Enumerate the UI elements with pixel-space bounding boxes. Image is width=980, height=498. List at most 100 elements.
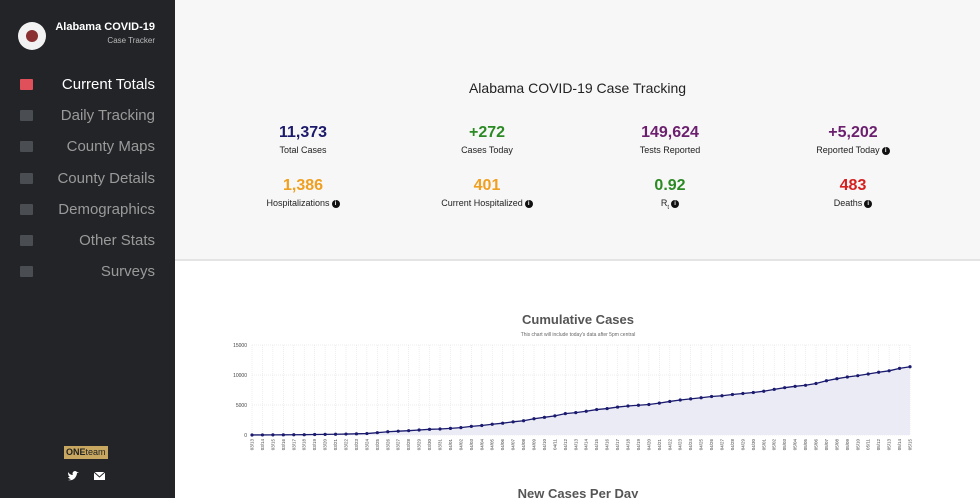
x-tick-label: 04/10 [542, 439, 547, 451]
stat-label: Tests Reported [639, 145, 701, 155]
point [417, 428, 421, 432]
nav-icon-shape [20, 110, 33, 122]
point [772, 387, 776, 391]
x-tick-label: 03/23 [354, 439, 359, 451]
x-tick-label: 03/19 [312, 439, 317, 451]
stat-value: 149,624 [641, 124, 699, 141]
x-tick-label: 04/19 [636, 439, 641, 451]
x-tick-label: 04/02 [458, 439, 463, 451]
stat-label: Hospitalizations [266, 198, 330, 208]
nav-item[interactable]: Current Totals [0, 70, 175, 101]
x-tick-label: 03/29 [417, 439, 422, 451]
nav-icon [20, 79, 33, 90]
x-tick-label: 03/26 [385, 439, 390, 451]
point [657, 401, 661, 405]
x-tick-label: 03/31 [438, 439, 443, 451]
x-tick-label: 05/12 [876, 439, 881, 451]
point [897, 366, 902, 370]
point [281, 433, 285, 437]
point [783, 386, 787, 390]
stat: +272 Cases Today [397, 124, 577, 155]
header-title: Alabama COVID-19 Case Tracking [468, 80, 687, 96]
stat-label-row: Total Cases [213, 145, 393, 155]
x-tick-label: 05/06 [814, 439, 819, 451]
stat-label-row: Rti [580, 198, 760, 211]
point [459, 426, 463, 430]
stat: 401 Current Hospitalized i [397, 177, 577, 208]
logo-one: ONE [66, 447, 86, 457]
nav-item[interactable]: Surveys [0, 257, 175, 288]
x-tick-label: 05/11 [866, 439, 871, 450]
x-tick-label: 04/21 [657, 439, 662, 451]
point [584, 409, 588, 413]
point [877, 370, 881, 374]
x-tick-label: 03/21 [333, 439, 338, 451]
point [365, 431, 369, 436]
nav-icon [20, 235, 33, 246]
x-tick-label: 04/14 [584, 439, 589, 451]
point [908, 365, 912, 369]
x-tick-label: 04/07 [511, 439, 516, 451]
point [615, 405, 620, 409]
x-tick-label: 04/03 [469, 439, 474, 451]
x-tick-label: 04/04 [479, 439, 484, 451]
point [595, 407, 599, 412]
nav-icon [20, 203, 33, 215]
point [668, 399, 672, 404]
nav-label: Surveys [100, 263, 155, 281]
stat: 11,373 Total Cases [213, 124, 393, 155]
stat-label-row: Reported Today i [763, 145, 943, 155]
stat-label: Cases Today [461, 145, 513, 155]
x-tick-label: 05/13 [887, 439, 892, 451]
point [427, 427, 432, 431]
point [835, 377, 839, 381]
area [252, 366, 910, 435]
x-tick-label: 04/16 [605, 439, 610, 451]
nav-item[interactable]: Other Stats [0, 226, 175, 257]
stat-label: Total Cases [279, 145, 327, 155]
point [480, 423, 484, 428]
x-tick-label: 03/30 [427, 439, 432, 451]
x-tick-label: 04/06 [500, 439, 505, 451]
stat-value: +272 [468, 124, 506, 141]
stat: 149,624 Tests Reported [580, 124, 760, 155]
point [678, 398, 682, 402]
mail-icon[interactable] [94, 472, 105, 480]
info-icon: i [881, 146, 890, 155]
stat-label: R [660, 198, 668, 208]
nav-item[interactable]: Daily Tracking [0, 101, 175, 132]
x-tick-label: 04/22 [667, 439, 672, 451]
nav-item[interactable]: County Maps [0, 132, 175, 163]
stat-value: 1,386 [282, 177, 324, 194]
stat-label: Deaths [833, 198, 863, 208]
point [386, 430, 390, 434]
x-tick-label: 05/01 [761, 439, 766, 451]
stat-value: 0.92 [654, 177, 686, 194]
stat-label-row: Deaths i [763, 198, 943, 208]
x-tick-label: 05/04 [793, 439, 798, 451]
point [689, 397, 693, 401]
x-tick-label: 05/15 [908, 439, 913, 451]
x-tick-label: 05/02 [772, 439, 777, 451]
point [333, 432, 338, 436]
main: Alabama COVID-19 Case Tracking 11,373 Tot… [175, 0, 980, 498]
point [803, 383, 808, 387]
nav-item[interactable]: County Details [0, 164, 175, 195]
x-tick-label: 05/10 [855, 439, 860, 451]
point [856, 374, 860, 378]
info-icon: i [864, 199, 873, 208]
sidebar: Alabama COVID-19 Case Tracker Current To… [0, 0, 175, 498]
point [720, 394, 724, 398]
nav-item[interactable]: Demographics [0, 195, 175, 226]
nav-icon-shape [20, 79, 33, 90]
info-icon: i [671, 199, 680, 208]
stat-label-row: Hospitalizations i [213, 198, 393, 208]
point [762, 389, 766, 393]
twitter-icon[interactable] [68, 471, 79, 481]
point [553, 414, 557, 418]
x-tick-label: 04/18 [626, 439, 631, 451]
y-tick-label: 10000 [233, 373, 247, 379]
point [542, 415, 547, 419]
x-tick-label: 03/16 [281, 439, 286, 451]
x-tick-label: 04/09 [532, 439, 537, 451]
